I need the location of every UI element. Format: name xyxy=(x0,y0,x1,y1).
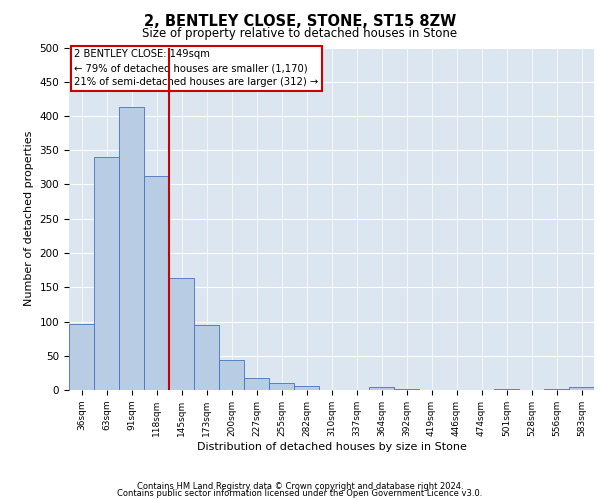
Text: 2 BENTLEY CLOSE: 149sqm
← 79% of detached houses are smaller (1,170)
21% of semi: 2 BENTLEY CLOSE: 149sqm ← 79% of detache… xyxy=(74,49,319,87)
Text: Size of property relative to detached houses in Stone: Size of property relative to detached ho… xyxy=(142,28,458,40)
Bar xyxy=(94,157,119,390)
Bar xyxy=(69,324,94,390)
Bar xyxy=(219,360,244,390)
Bar xyxy=(169,278,194,390)
Text: 2, BENTLEY CLOSE, STONE, ST15 8ZW: 2, BENTLEY CLOSE, STONE, ST15 8ZW xyxy=(144,14,456,29)
Text: Contains HM Land Registry data © Crown copyright and database right 2024.: Contains HM Land Registry data © Crown c… xyxy=(137,482,463,491)
Bar xyxy=(269,383,294,390)
Bar xyxy=(119,107,144,390)
Text: Contains public sector information licensed under the Open Government Licence v3: Contains public sector information licen… xyxy=(118,490,482,498)
Bar xyxy=(294,386,319,390)
Y-axis label: Number of detached properties: Number of detached properties xyxy=(24,131,34,306)
Bar xyxy=(569,388,594,390)
Bar xyxy=(144,176,169,390)
Bar xyxy=(194,325,219,390)
Bar xyxy=(244,378,269,390)
X-axis label: Distribution of detached houses by size in Stone: Distribution of detached houses by size … xyxy=(197,442,466,452)
Bar xyxy=(369,386,394,390)
